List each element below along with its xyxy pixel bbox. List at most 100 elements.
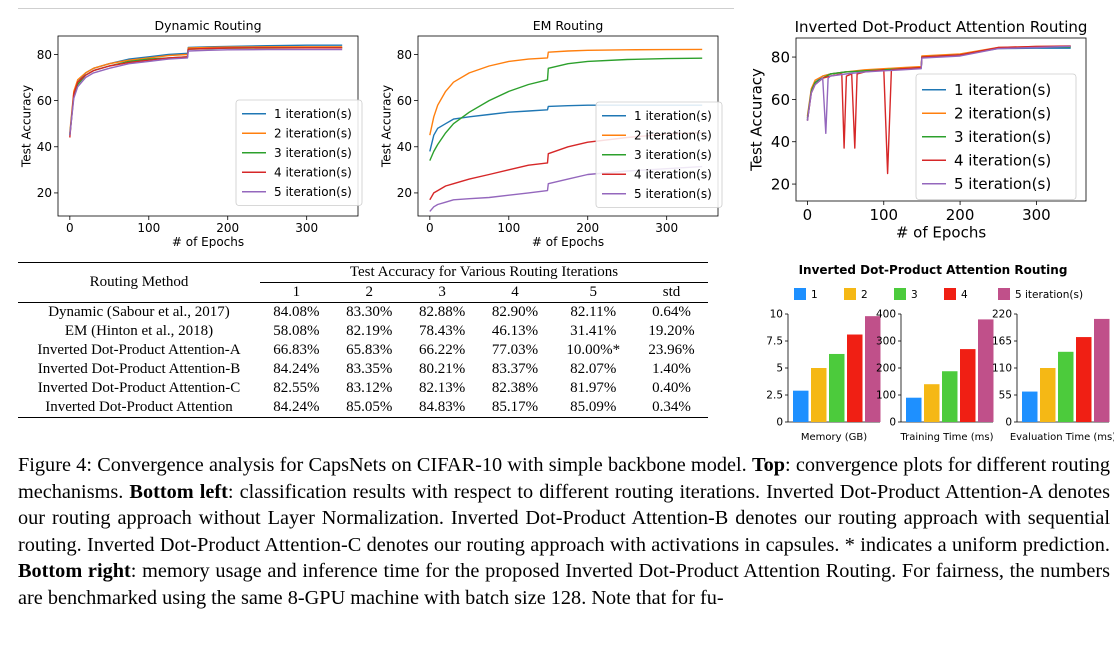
series-line bbox=[806, 45, 1071, 135]
x-axis-label: # of Epochs bbox=[896, 223, 986, 241]
y-tick-label: 20 bbox=[397, 186, 412, 200]
x-tick-label: 300 bbox=[295, 221, 318, 235]
col-header: 3 bbox=[405, 282, 479, 303]
value-cell: 81.97% bbox=[570, 380, 617, 396]
series-line bbox=[429, 48, 703, 136]
bar-y-tick-label: 7.5 bbox=[766, 336, 783, 348]
col-header: 5 bbox=[551, 282, 636, 303]
bar-y-tick-label: 0 bbox=[889, 417, 896, 429]
results-table: Routing Method Test Accuracy for Various… bbox=[18, 262, 708, 418]
value-cell: 80.21% bbox=[418, 361, 466, 377]
method-cell: Dynamic (Sabour et al., 2017) bbox=[48, 304, 230, 320]
top-rule bbox=[18, 8, 734, 9]
value-cell: 46.13% bbox=[491, 323, 539, 339]
group-header: Test Accuracy for Various Routing Iterat… bbox=[349, 264, 619, 280]
caption-text: : memory usage and inference time for th… bbox=[18, 560, 1110, 609]
bar bbox=[847, 334, 863, 422]
value-cell: 66.83% bbox=[273, 342, 320, 358]
legend-label: 1 iteration(s) bbox=[274, 107, 352, 121]
legend-label: 3 bbox=[911, 289, 918, 301]
value-cell: 85.05% bbox=[346, 399, 393, 415]
value-cell: 85.17% bbox=[491, 399, 539, 415]
figure-caption: Figure 4: Convergence analysis for CapsN… bbox=[18, 452, 1110, 611]
legend-label: 4 iteration(s) bbox=[954, 152, 1051, 170]
value-cell: 82.55% bbox=[273, 380, 320, 396]
value-cell: 82.11% bbox=[570, 304, 617, 320]
bar bbox=[829, 353, 845, 422]
y-tick-label: 60 bbox=[771, 91, 790, 109]
value-cell: 77.03% bbox=[491, 342, 539, 358]
value-cell: 83.37% bbox=[491, 361, 539, 377]
value-cell: 84.08% bbox=[273, 304, 320, 320]
inverted-routing-chart: Inverted Dot-Product Attention Routing 0 1… bbox=[748, 18, 1087, 241]
value-cell: 82.19% bbox=[346, 323, 393, 339]
bar-panel-label: Training Time (ms) bbox=[899, 432, 993, 443]
value-cell: 84.83% bbox=[418, 399, 466, 415]
value-cell: 82.07% bbox=[570, 361, 617, 377]
x-tick-label: 100 bbox=[497, 221, 520, 235]
legend-swatch bbox=[794, 288, 806, 300]
em-routing-chart: EM Routing 0 100 200 300 20 40 60 80 # of Epochs T… bbox=[379, 18, 723, 248]
bar bbox=[978, 319, 994, 422]
bar-y-tick-label: 220 bbox=[992, 309, 1012, 321]
method-cell: Inverted Dot-Product Attention-B bbox=[37, 361, 241, 377]
x-tick-label: 200 bbox=[216, 221, 239, 235]
caption-bold: Bottom right bbox=[18, 560, 131, 582]
legend-box bbox=[915, 73, 1077, 200]
y-tick-label: 20 bbox=[771, 175, 790, 193]
bar bbox=[1094, 318, 1110, 422]
bar bbox=[942, 371, 958, 422]
legend-swatch bbox=[894, 288, 906, 300]
col-header: 1 bbox=[260, 282, 333, 303]
legend-label: 5 iteration(s) bbox=[954, 175, 1051, 193]
value-cell: 58.08% bbox=[273, 323, 320, 339]
x-tick-label: 0 bbox=[66, 221, 74, 235]
legend-label: 3 iteration(s) bbox=[954, 128, 1051, 146]
legend-label: 4 iteration(s) bbox=[634, 168, 712, 182]
value-cell: 1.40% bbox=[652, 361, 691, 377]
value-cell: 10.00%* bbox=[566, 342, 621, 358]
series-line bbox=[69, 47, 343, 138]
method-cell: Inverted Dot-Product Attention-A bbox=[37, 342, 241, 358]
y-tick-label: 40 bbox=[37, 140, 52, 154]
chart-title: Dynamic Routing bbox=[154, 18, 261, 33]
bar bbox=[1040, 368, 1056, 422]
table-row: EM (Hinton et al., 2018) 58.08% 82.19% 78.4… bbox=[18, 322, 708, 341]
legend-swatch bbox=[944, 288, 956, 300]
value-cell: 23.96% bbox=[648, 342, 695, 358]
value-cell: 82.88% bbox=[418, 304, 466, 320]
table-row: Inverted Dot-Product Attention 84.24% 85.0… bbox=[18, 398, 708, 418]
bar bbox=[960, 349, 976, 422]
caption-bold: Top bbox=[751, 454, 786, 476]
table-row: Inverted Dot-Product Attention-B 84.24% 83… bbox=[18, 360, 708, 379]
table-row: Dynamic (Sabour et al., 2017) 84.08% 83.30… bbox=[18, 302, 708, 323]
value-cell: 19.20% bbox=[648, 323, 695, 339]
caption-text: : convergence plots for different routin… bbox=[18, 454, 1111, 503]
plot-lines bbox=[806, 45, 1071, 175]
legend-label: 5 iteration(s) bbox=[1015, 289, 1083, 301]
caption-text: : classification results with respect to… bbox=[18, 480, 1110, 556]
value-cell: 82.90% bbox=[491, 304, 539, 320]
legend-swatch bbox=[844, 288, 856, 300]
resource-bar-chart: Inverted Dot-Product Attention Routing 1 2… bbox=[766, 263, 1114, 443]
value-cell: 84.24% bbox=[273, 361, 320, 377]
x-tick-label: 0 bbox=[803, 206, 813, 224]
legend-label: 1 iteration(s) bbox=[954, 81, 1051, 99]
value-cell: 65.83% bbox=[346, 342, 393, 358]
col-header: 4 bbox=[478, 282, 552, 303]
table-row: Inverted Dot-Product Attention-C 82.55% 83… bbox=[18, 379, 708, 398]
chart-title: EM Routing bbox=[533, 18, 604, 33]
value-cell: 83.12% bbox=[346, 380, 393, 396]
y-axis-label: Test Accuracy bbox=[19, 85, 33, 168]
method-cell: Inverted Dot-Product Attention-C bbox=[37, 380, 241, 396]
bar-y-tick-label: 2.5 bbox=[766, 390, 783, 402]
value-cell: 83.30% bbox=[346, 304, 393, 320]
value-cell: 78.43% bbox=[418, 323, 466, 339]
table-row: Inverted Dot-Product Attention-A 66.83% 65… bbox=[18, 341, 708, 360]
method-header: Routing Method bbox=[89, 274, 189, 290]
series-line bbox=[69, 48, 343, 136]
series-line bbox=[69, 46, 343, 133]
bar-panel-label: Evaluation Time (ms) bbox=[1010, 432, 1114, 443]
x-axis-label: # of Epochs bbox=[532, 235, 604, 248]
value-cell: 0.40% bbox=[652, 380, 691, 396]
